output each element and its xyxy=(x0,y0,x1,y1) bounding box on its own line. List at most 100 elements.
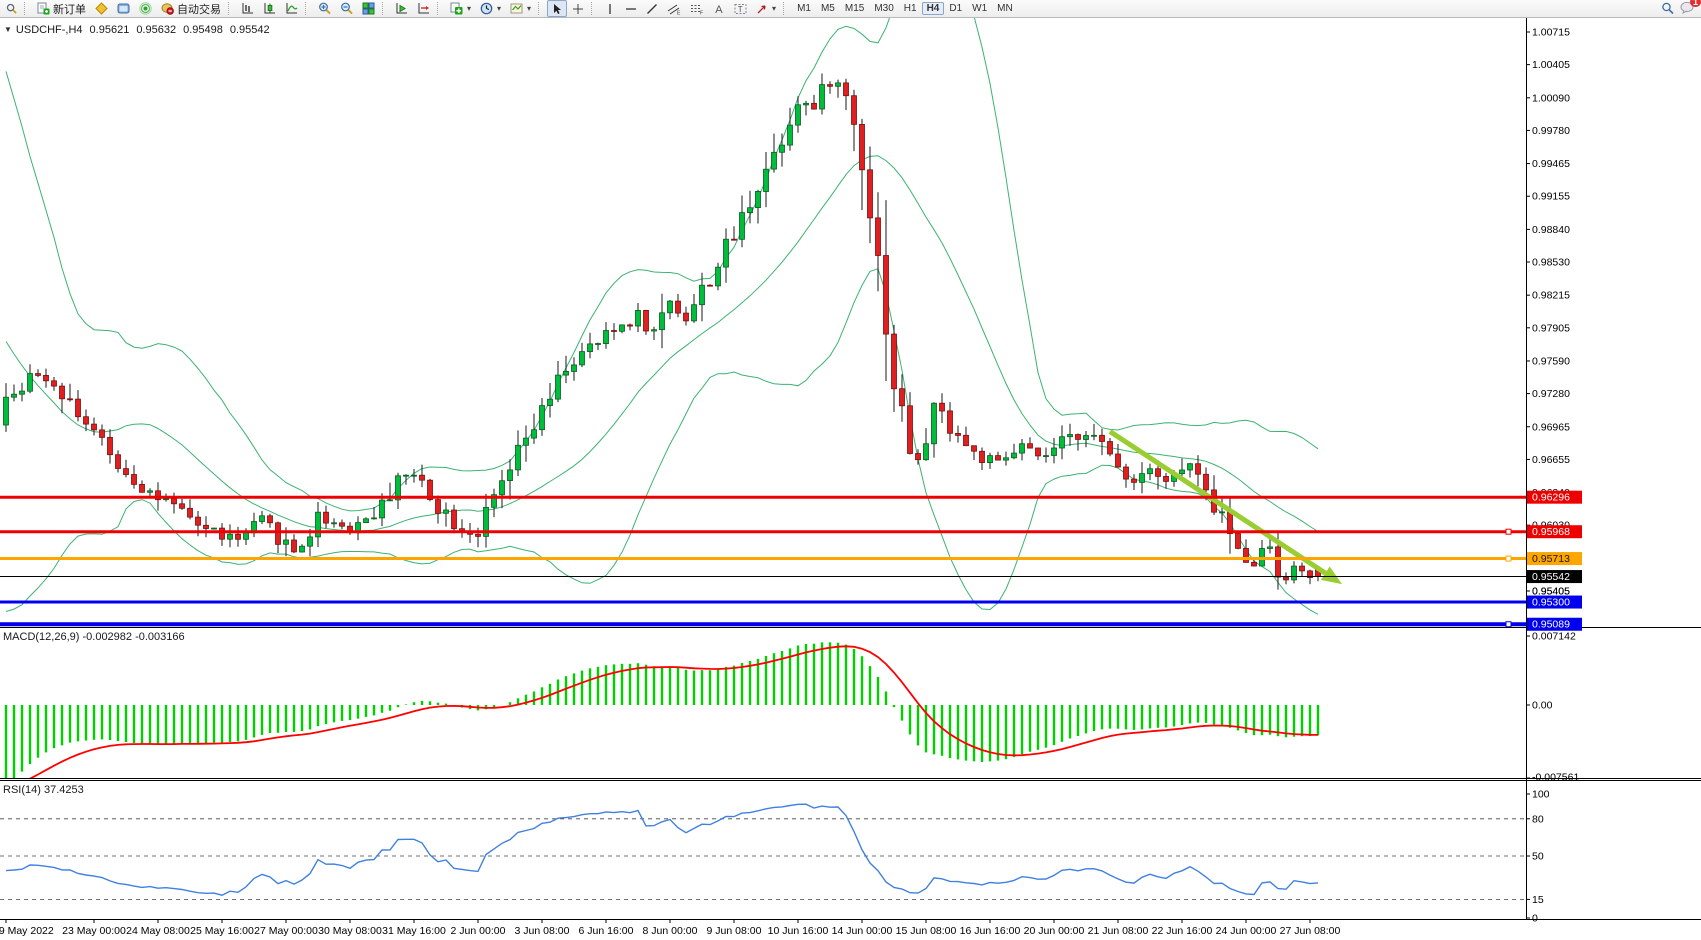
bar-high-value: 0.95632 xyxy=(136,24,177,36)
indicators-button[interactable]: ▾ xyxy=(446,0,475,17)
timeframe-M15[interactable]: M15 xyxy=(844,2,865,14)
metaeditor-button[interactable] xyxy=(91,0,112,17)
bollinger-lower-band xyxy=(5,268,1319,615)
periods-button[interactable]: ▾ xyxy=(476,0,505,17)
cursor-tool-button[interactable] xyxy=(547,0,568,17)
svg-text:100: 100 xyxy=(1532,789,1550,801)
price-axis[interactable]: 1.00715 1.00405 1.00090 0.99780 0.99465 0.991… xyxy=(1526,18,1582,925)
macd-signal-value: -0.003166 xyxy=(135,631,185,643)
market-watch-button[interactable] xyxy=(113,0,134,17)
chart-canvas[interactable]: 1.00715 1.00405 1.00090 0.99780 0.99465 0.991… xyxy=(0,18,1701,940)
svg-text:0.99465: 0.99465 xyxy=(1532,158,1570,170)
timeframe-MN[interactable]: MN xyxy=(997,2,1013,14)
timeframe-D1[interactable]: D1 xyxy=(949,2,963,14)
timeframe-H1[interactable]: H1 xyxy=(903,2,917,14)
toolbar-separator xyxy=(437,2,443,15)
svg-text:0.98530: 0.98530 xyxy=(1532,257,1570,269)
indicators-dropdown-caret: ▾ xyxy=(467,4,472,13)
svg-text:30 May 08:00: 30 May 08:00 xyxy=(318,925,382,937)
svg-text:0.96655: 0.96655 xyxy=(1532,454,1570,466)
rsi-line xyxy=(5,803,1319,896)
timeframe-M1[interactable]: M1 xyxy=(797,2,811,14)
hline-handle-icon[interactable] xyxy=(1505,621,1512,628)
collapse-caret-icon[interactable]: ▼ xyxy=(4,25,12,34)
timeframe-W1[interactable]: W1 xyxy=(972,2,988,14)
price-axis-badge: 0.95713 xyxy=(1527,552,1582,566)
search-tool-button[interactable] xyxy=(2,0,21,17)
toolbar-separator xyxy=(591,2,597,15)
line-chart-mode-button[interactable] xyxy=(281,0,302,17)
svg-text:25 May 16:00: 25 May 16:00 xyxy=(190,925,254,937)
vertical-line-tool-button[interactable] xyxy=(600,0,620,17)
auto-scroll-button[interactable] xyxy=(391,0,412,17)
svg-text:50: 50 xyxy=(1532,851,1544,863)
svg-text:0.95968: 0.95968 xyxy=(1532,526,1570,538)
horizontal-line-tool-button[interactable] xyxy=(621,0,641,17)
price-axis-badge: 0.95089 xyxy=(1527,617,1582,631)
bar-chart-mode-button[interactable] xyxy=(237,0,258,17)
hline-handle-icon[interactable] xyxy=(1505,528,1512,535)
rsi-indicator-label: RSI(14) 37.4253 xyxy=(3,784,84,796)
arrows-tool-button[interactable]: ▾ xyxy=(752,0,780,17)
svg-text:0.95542: 0.95542 xyxy=(1532,571,1570,583)
bar-low-value: 0.95498 xyxy=(183,24,223,36)
hline-handle-icon[interactable] xyxy=(1505,555,1512,562)
svg-text:24 May 08:00: 24 May 08:00 xyxy=(126,925,190,937)
navigator-icon xyxy=(139,2,152,15)
new-order-button[interactable]: 新订单 xyxy=(33,0,90,17)
price-axis-badge: 0.95968 xyxy=(1527,525,1582,539)
chart-shift-button[interactable] xyxy=(413,0,434,17)
search-icon xyxy=(6,3,17,14)
trendline-tool-button[interactable] xyxy=(642,0,662,17)
svg-text:-0.007561: -0.007561 xyxy=(1532,772,1579,784)
rsi-name: RSI(14) xyxy=(3,784,41,796)
channel-tool-button[interactable]: E xyxy=(663,0,685,17)
svg-text:1.00715: 1.00715 xyxy=(1532,27,1570,39)
autotrading-button[interactable]: 自动交易 xyxy=(157,0,225,17)
candlestick-series xyxy=(3,73,1321,590)
svg-text:21 Jun 08:00: 21 Jun 08:00 xyxy=(1088,925,1149,937)
timeframe-H4[interactable]: H4 xyxy=(921,1,945,15)
svg-text:15: 15 xyxy=(1532,894,1544,906)
fibonacci-icon: F xyxy=(691,4,703,15)
text-tool-button[interactable]: A xyxy=(709,0,729,17)
horizontal-line-icon xyxy=(626,7,637,10)
toolbar-separator xyxy=(305,2,311,15)
timeframe-M30[interactable]: M30 xyxy=(874,2,894,14)
notification-count-badge: 1 xyxy=(1689,0,1701,7)
trend-arrow[interactable] xyxy=(1108,429,1342,585)
tile-windows-button[interactable] xyxy=(358,0,379,17)
svg-text:0.95405: 0.95405 xyxy=(1532,585,1570,597)
fibonacci-tool-button[interactable]: F xyxy=(686,0,708,17)
bollinger-middle-band xyxy=(5,155,1319,532)
svg-text:24 Jun 00:00: 24 Jun 00:00 xyxy=(1216,925,1277,937)
arrows-dropdown-caret: ▾ xyxy=(772,4,777,13)
candlestick-icon xyxy=(264,3,275,14)
bollinger-upper-band xyxy=(5,18,1319,512)
svg-text:8 Jun 00:00: 8 Jun 00:00 xyxy=(643,925,698,937)
crosshair-icon xyxy=(573,3,584,14)
search-icon[interactable] xyxy=(1661,2,1674,15)
svg-text:0: 0 xyxy=(1532,913,1538,925)
trendline-icon xyxy=(647,3,658,14)
toolbar-separator xyxy=(783,2,789,15)
svg-text:27 Jun 08:00: 27 Jun 08:00 xyxy=(1280,925,1341,937)
zoom-out-button[interactable] xyxy=(336,0,357,17)
toolbar-separator xyxy=(382,2,388,15)
vertical-line-icon xyxy=(609,3,611,14)
zoom-in-icon xyxy=(319,2,331,15)
metaeditor-icon xyxy=(95,2,108,15)
svg-text:F: F xyxy=(700,10,703,15)
navigator-button[interactable] xyxy=(135,0,156,17)
macd-pane xyxy=(4,642,1320,778)
zoom-in-button[interactable] xyxy=(314,0,335,17)
templates-button[interactable]: ▾ xyxy=(506,0,535,17)
svg-text:A: A xyxy=(715,4,723,15)
timeframe-M5[interactable]: M5 xyxy=(820,2,835,14)
text-label-tool-button[interactable]: T xyxy=(730,0,751,17)
svg-text:6 Jun 16:00: 6 Jun 16:00 xyxy=(579,925,634,937)
crosshair-tool-button[interactable] xyxy=(568,0,588,17)
notifications-button[interactable]: 1 xyxy=(1680,0,1701,17)
candlestick-mode-button[interactable] xyxy=(259,0,280,17)
